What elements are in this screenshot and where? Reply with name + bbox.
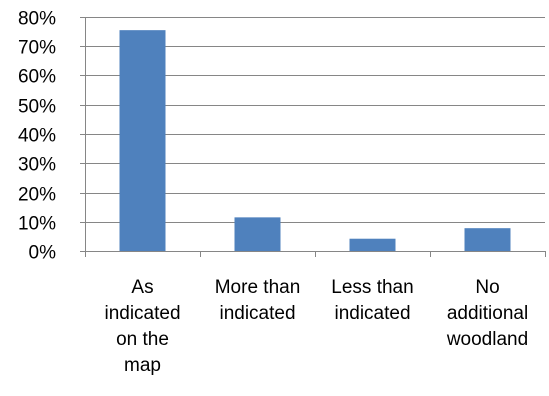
bar — [234, 217, 281, 251]
y-tick-label: 70% — [18, 38, 56, 59]
x-category-label-line: additional — [447, 303, 528, 324]
y-tick-label: 40% — [18, 126, 56, 147]
bar — [119, 30, 166, 251]
x-category-label-line: No — [475, 277, 499, 298]
x-category-label-line: indicated — [219, 303, 295, 324]
x-category-label-line: indicated — [334, 303, 410, 324]
axes — [80, 17, 546, 257]
x-category-label: Less than indicated — [331, 277, 413, 324]
y-tick-label: 60% — [18, 67, 56, 88]
x-category-label-line: map — [124, 355, 161, 376]
y-tick-label: 30% — [18, 155, 56, 176]
y-tick-label: 0% — [29, 243, 57, 264]
y-tick-label: 20% — [18, 185, 56, 206]
y-tick-label: 10% — [18, 214, 56, 235]
x-category-label-line: indicated — [104, 303, 180, 324]
bars — [119, 30, 511, 251]
bar — [349, 238, 396, 251]
y-tick-label: 80% — [18, 9, 56, 30]
x-category-label-line: As — [131, 277, 153, 298]
x-category-label-line: woodland — [446, 329, 528, 350]
x-category-label-line: Less than — [331, 277, 413, 298]
x-category-label-line: on the — [116, 329, 169, 350]
x-category-label: More than indicated — [215, 277, 301, 324]
y-tick-label: 50% — [18, 97, 56, 118]
bar — [464, 228, 511, 251]
x-category-label: As indicated on the map — [104, 277, 180, 376]
y-tick-labels: 0% 10% 20% 30% 40% 50% 60% 70% 80% — [18, 9, 56, 264]
x-category-label: No additional woodland — [446, 277, 528, 350]
x-category-label-line: More than — [215, 277, 301, 298]
